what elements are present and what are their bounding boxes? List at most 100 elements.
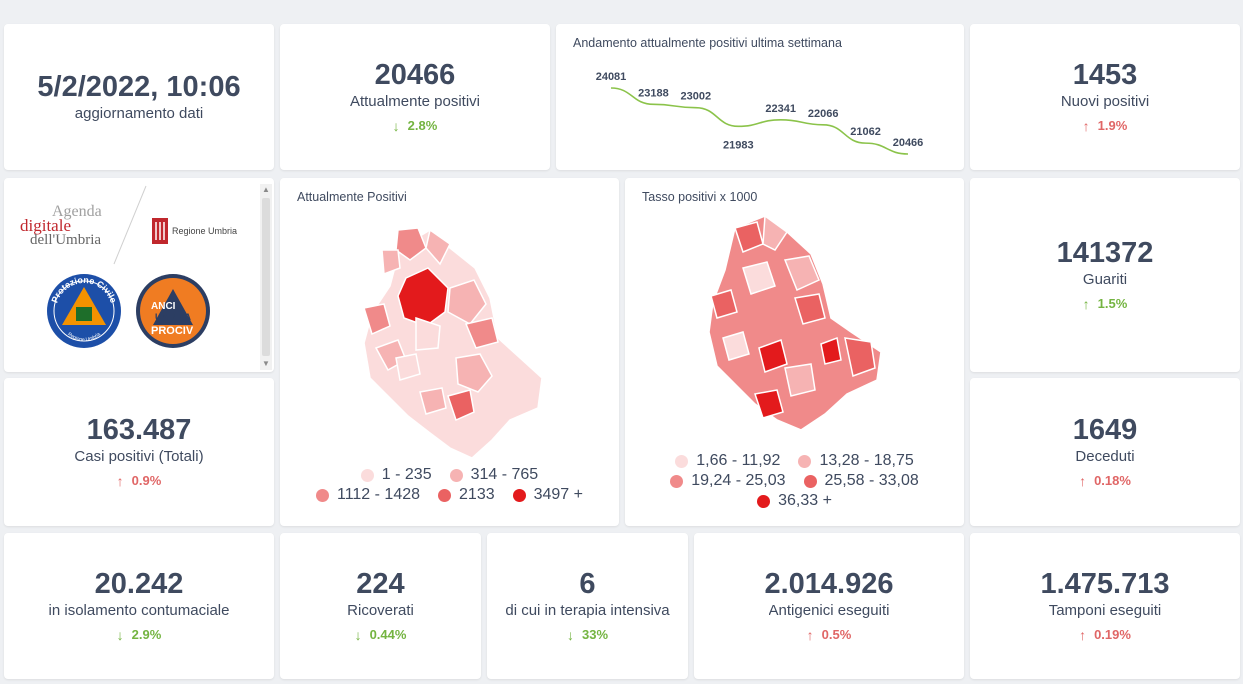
nuovi-positivi-card[interactable]: 1453 Nuovi positivi ↑ 1.9% <box>970 24 1240 170</box>
legend-item[interactable]: 1112 - 1428 <box>315 486 420 504</box>
delta-value: 1.9% <box>1097 118 1128 134</box>
delta-value: 0.9% <box>131 473 162 489</box>
legend-swatch <box>449 468 463 482</box>
legend-label: 2133 <box>459 486 495 503</box>
map-positivi-umbria[interactable] <box>280 208 619 488</box>
prociv-text: PROCIV <box>151 325 194 337</box>
legend-label: 25,58 - 33,08 <box>824 472 919 489</box>
casi-totali-delta: ↑ 0.9% <box>117 473 162 489</box>
legend-item[interactable]: 1 - 235 <box>360 466 432 484</box>
ricoverati-label: Ricoverati <box>347 601 414 619</box>
isolamento-card[interactable]: 20.242 in isolamento contumaciale ↓ 2.9% <box>4 533 274 679</box>
delta-value: 1.5% <box>1097 296 1128 312</box>
trend-series-line <box>610 87 909 155</box>
legend-swatch <box>315 488 329 502</box>
trend-data-label: 23188 <box>638 87 669 99</box>
map-tasso-legend: 1,66 - 11,92 13,28 - 18,75 19,24 - 25,03 25… <box>625 452 964 510</box>
antigenici-delta: ↑ 0.5% <box>807 627 852 643</box>
legend-swatch <box>757 494 771 508</box>
legend-item[interactable]: 314 - 765 <box>449 466 539 484</box>
legend-label: 314 - 765 <box>470 466 539 483</box>
divider-line <box>113 185 147 265</box>
tamponi-value: 1.475.713 <box>1040 568 1170 601</box>
map-positivi-card[interactable]: Attualmente Positivi 1 - 235 314 - 765 111… <box>280 178 619 526</box>
trend-data-label: 23002 <box>681 91 712 103</box>
isolamento-delta: ↓ 2.9% <box>117 627 162 643</box>
legend-item[interactable]: 13,28 - 18,75 <box>798 452 914 470</box>
anci-text: ANCI <box>151 301 176 312</box>
legend-swatch <box>438 488 452 502</box>
legend-label: 3497 + <box>533 486 583 503</box>
map-tasso-umbria[interactable] <box>625 208 964 448</box>
attualmente-positivi-value: 20466 <box>374 59 456 92</box>
agenda-logo-line3: dell'Umbria <box>30 232 101 248</box>
legend-item[interactable]: 36,33 + <box>757 492 832 510</box>
isolamento-value: 20.242 <box>94 568 184 601</box>
scroll-up-icon[interactable]: ▲ <box>262 185 270 194</box>
legend-item[interactable]: 19,24 - 25,03 <box>670 472 786 490</box>
legend-label: 19,24 - 25,03 <box>691 472 786 489</box>
legend-swatch <box>360 468 374 482</box>
arrow-up-icon: ↑ <box>1079 626 1087 643</box>
guariti-card[interactable]: 141372 Guariti ↑ 1.5% <box>970 178 1240 372</box>
trend-data-label: 21062 <box>850 126 881 138</box>
arrow-down-icon: ↓ <box>116 626 124 643</box>
svg-text:Regione Umbria: Regione Umbria <box>66 331 102 343</box>
legend-item[interactable]: 1,66 - 11,92 <box>675 452 780 470</box>
trend-data-label: 24081 <box>596 71 627 83</box>
antigenici-value: 2.014.926 <box>764 568 894 601</box>
legend-label: 1,66 - 11,92 <box>696 452 781 469</box>
casi-totali-label: Casi positivi (Totali) <box>74 447 204 465</box>
antigenici-label: Antigenici eseguiti <box>768 601 890 619</box>
isolamento-label: in isolamento contumaciale <box>48 601 230 619</box>
legend-item[interactable]: 3497 + <box>512 486 583 504</box>
regione-umbria-emblem-icon <box>152 218 168 244</box>
delta-value: 0.18% <box>1094 473 1131 489</box>
tamponi-label: Tamponi eseguiti <box>1048 601 1162 619</box>
antigenici-card[interactable]: 2.014.926 Antigenici eseguiti ↑ 0.5% <box>694 533 964 679</box>
trend-data-label: 20466 <box>893 137 924 149</box>
nuovi-positivi-value: 1453 <box>1072 59 1138 92</box>
ricoverati-card[interactable]: 224 Ricoverati ↓ 0.44% <box>280 533 481 679</box>
logos-scrollbar[interactable]: ▲ ▼ <box>260 184 272 370</box>
legend-swatch <box>670 474 684 488</box>
arrow-up-icon: ↑ <box>1082 295 1090 312</box>
map-tasso-card[interactable]: Tasso positivi x 1000 1,66 - 11,92 13,28 … <box>625 178 964 526</box>
deceduti-value: 1649 <box>1072 414 1138 447</box>
legend-item[interactable]: 2133 <box>438 486 495 504</box>
legend-swatch <box>675 454 689 468</box>
legend-label: 36,33 + <box>778 492 832 509</box>
update-card: 5/2/2022, 10:06 aggiornamento dati <box>4 24 274 170</box>
delta-value: 33% <box>581 627 609 643</box>
ricoverati-value: 224 <box>356 568 405 601</box>
anci-umbria-text: UMBRIA <box>155 312 191 322</box>
scroll-thumb[interactable] <box>262 198 270 356</box>
terapia-card[interactable]: 6 di cui in terapia intensiva ↓ 33% <box>487 533 688 679</box>
deceduti-card[interactable]: 1649 Deceduti ↑ 0.18% <box>970 378 1240 526</box>
anci-umbria-prociv-logo: ANCI UMBRIA PROCIV <box>136 274 210 348</box>
delta-value: 2.8% <box>407 118 438 134</box>
tamponi-card[interactable]: 1.475.713 Tamponi eseguiti ↑ 0.19% <box>970 533 1240 679</box>
regione-umbria-text: Regione Umbria <box>172 226 238 236</box>
casi-totali-card[interactable]: 163.487 Casi positivi (Totali) ↑ 0.9% <box>4 378 274 526</box>
attualmente-positivi-label: Attualmente positivi <box>349 92 481 110</box>
delta-value: 0.5% <box>821 627 852 643</box>
delta-value: 2.9% <box>131 627 162 643</box>
scroll-down-icon[interactable]: ▼ <box>262 359 270 368</box>
protezione-civile-subtext: Regione Umbria <box>66 331 102 343</box>
trend-chart-card[interactable]: Andamento attualmente positivi ultima se… <box>556 24 964 170</box>
legend-label: 13,28 - 18,75 <box>819 452 914 469</box>
map-positivi-title: Attualmente Positivi <box>297 190 407 204</box>
legend-item[interactable]: 25,58 - 33,08 <box>803 472 919 490</box>
arrow-up-icon: ↑ <box>116 472 124 489</box>
ricoverati-delta: ↓ 0.44% <box>355 627 407 643</box>
trend-data-label: 22066 <box>808 108 839 120</box>
update-value: 5/2/2022, 10:06 <box>37 71 241 104</box>
arrow-up-icon: ↑ <box>806 626 814 643</box>
attualmente-positivi-card[interactable]: 20466 Attualmente positivi ↓ 2.8% <box>280 24 550 170</box>
map-positivi-legend: 1 - 235 314 - 765 1112 - 1428 2133 3497 + <box>280 466 619 504</box>
logos-card: Agenda digitale dell'Umbria Regione Umbr… <box>4 178 274 372</box>
legend-swatch <box>512 488 526 502</box>
arrow-down-icon: ↓ <box>392 117 400 134</box>
trend-data-label: 21983 <box>723 139 754 151</box>
